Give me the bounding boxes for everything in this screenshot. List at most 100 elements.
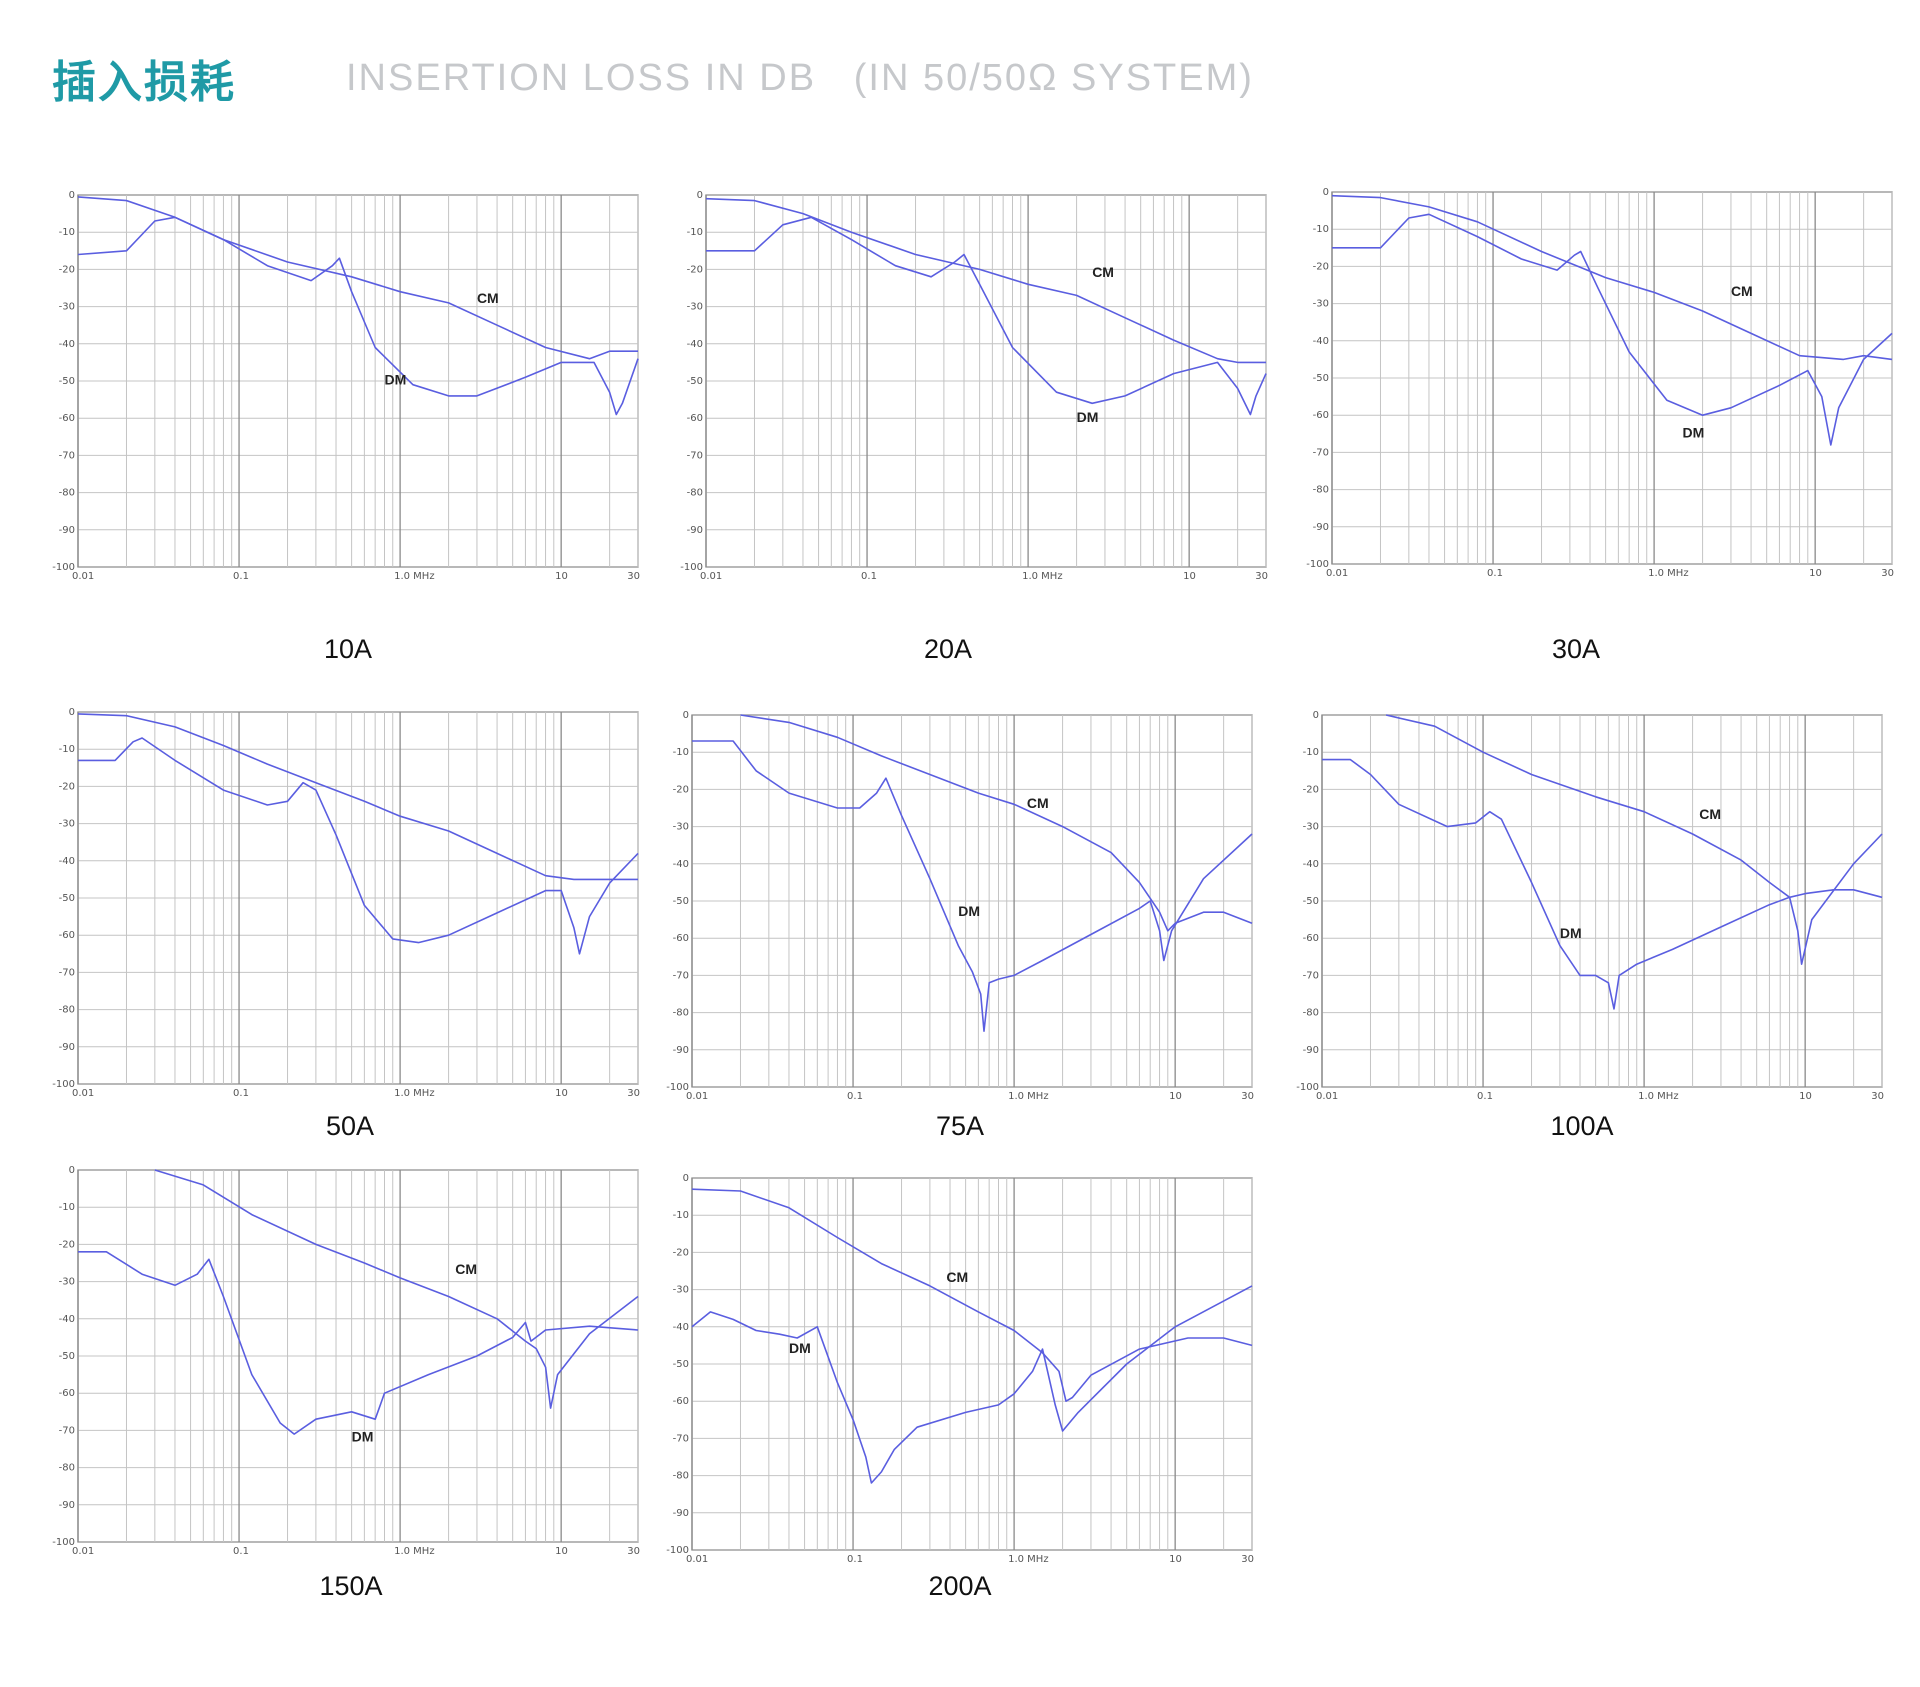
y-tick-label: -90 [1313, 522, 1329, 533]
y-tick-label: -80 [59, 1463, 75, 1474]
y-tick-label: -10 [1303, 747, 1319, 758]
y-tick-label: -90 [673, 1508, 689, 1519]
x-tick-label: 1.0 MHz [1008, 1091, 1048, 1102]
series-dm-line [78, 1251, 639, 1435]
x-tick-label: 10 [1799, 1091, 1812, 1102]
x-tick-label: 0.1 [1487, 568, 1503, 579]
x-tick-label: 0.01 [1326, 568, 1348, 579]
y-tick-label: -40 [687, 339, 703, 350]
x-tick-label: 1.0 MHz [1648, 568, 1688, 579]
series-cm-line [1331, 194, 1893, 361]
y-tick-label: -10 [59, 227, 75, 238]
y-tick-label: -50 [59, 376, 75, 387]
chart-150a: 0 -10 -20 -30 -40 -50 -60 -70 -80 -90 -100 0.01 0.1 1… [52, 1160, 652, 1557]
y-tick-label: -20 [59, 781, 75, 792]
x-tick-label: 10 [555, 1546, 568, 1557]
x-tick-label: 0.01 [686, 1554, 708, 1565]
series-dm-line [692, 740, 1253, 1032]
y-tick-label: -90 [673, 1045, 689, 1056]
y-tick-label: -70 [59, 450, 75, 461]
x-tick-label: 0.1 [847, 1091, 863, 1102]
y-tick-label: -90 [59, 1042, 75, 1053]
series-cm-label: CM [1027, 795, 1049, 811]
y-tick-label: -70 [59, 967, 75, 978]
caption-100a: 100A [1550, 1111, 1614, 1141]
y-tick-label: -60 [673, 1396, 689, 1407]
y-tick-label: -30 [59, 302, 75, 313]
y-tick-label: -100 [52, 1079, 75, 1090]
y-tick-label: -100 [52, 562, 75, 573]
y-tick-label: -40 [59, 856, 75, 867]
y-tick-label: -70 [1313, 447, 1329, 458]
y-tick-label: -60 [687, 413, 703, 424]
x-tick-label: 30 [1241, 1091, 1254, 1102]
y-tick-label: -80 [59, 1005, 75, 1016]
x-tick-label: 0.01 [72, 571, 94, 582]
chart-30a: 0 -10 -20 -30 -40 -50 -60 -70 -80 -90 -100 0.01 0.1 1… [1306, 182, 1906, 579]
x-tick-label: 1.0 MHz [394, 571, 434, 582]
y-tick-label: -30 [59, 1277, 75, 1288]
y-tick-label: -90 [687, 525, 703, 536]
chart-50a: 0 -10 -20 -30 -40 -50 -60 -70 -80 -90 -100 0.01 0.1 1… [52, 702, 652, 1099]
x-tick-label: 30 [1871, 1091, 1884, 1102]
series-cm-label: CM [946, 1269, 968, 1285]
chart-10a: 0 -10 -20 -30 -40 -50 -60 -70 -80 -90 -100 0.01 0.1 1… [52, 185, 652, 582]
x-tick-label: 0.1 [233, 1546, 249, 1557]
caption-10a: 10A [323, 634, 373, 664]
y-tick-label: -80 [673, 1471, 689, 1482]
y-tick-label: -50 [687, 376, 703, 387]
chart-20a: 0 -10 -20 -30 -40 -50 -60 -70 -80 -90 -100 0.01 0.1 1… [680, 185, 1280, 582]
y-tick-label: -20 [1303, 784, 1319, 795]
x-tick-label: 10 [1183, 571, 1196, 582]
series-cm-label: CM [1699, 806, 1721, 822]
series-dm-label: DM [789, 1340, 811, 1356]
series-dm-line [706, 216, 1267, 416]
y-tick-label: 0 [1323, 187, 1329, 198]
y-tick-label: 0 [683, 1173, 689, 1184]
y-tick-label: -100 [666, 1082, 689, 1093]
x-tick-label: 0.01 [686, 1091, 708, 1102]
series-cm-label: CM [1092, 264, 1114, 280]
series-dm-line [1332, 213, 1893, 446]
y-tick-label: -60 [59, 413, 75, 424]
title-english: INSERTION LOSS IN DB (IN 50/50Ω SYSTEM) [346, 56, 1254, 99]
caption-20a: 20A [923, 634, 973, 664]
series-dm-line [691, 1285, 1253, 1484]
y-tick-label: -50 [1313, 373, 1329, 384]
x-tick-label: 10 [1169, 1091, 1182, 1102]
y-tick-label: -10 [673, 747, 689, 758]
chart-100a: 0 -10 -20 -30 -40 -50 -60 -70 -80 -90 -100 0.01 0.1 1… [1296, 705, 1896, 1102]
caption-50a: 50A [325, 1111, 375, 1141]
y-tick-label: -40 [59, 339, 75, 350]
series-dm-label: DM [1682, 425, 1704, 441]
x-tick-label: 0.01 [72, 1088, 94, 1099]
y-tick-label: -50 [673, 896, 689, 907]
page-header: 插入损耗 INSERTION LOSS IN DB (IN 50/50Ω SYS… [52, 48, 1254, 109]
y-tick-label: -70 [1303, 970, 1319, 981]
chart-200a: 0 -10 -20 -30 -40 -50 -60 -70 -80 -90 -100 0.01 0.1 1… [666, 1168, 1266, 1565]
x-tick-label: 30 [627, 571, 640, 582]
y-tick-label: -90 [59, 525, 75, 536]
y-tick-label: -50 [1303, 896, 1319, 907]
y-tick-label: -20 [1313, 261, 1329, 272]
series-cm-label: CM [1731, 283, 1753, 299]
y-tick-label: -100 [680, 562, 703, 573]
x-tick-label: 10 [555, 571, 568, 582]
y-tick-label: -100 [52, 1537, 75, 1548]
y-tick-label: -60 [59, 1388, 75, 1399]
y-tick-label: -60 [59, 930, 75, 941]
y-tick-label: -30 [59, 819, 75, 830]
series-cm-line [1385, 714, 1883, 899]
y-tick-label: -20 [59, 264, 75, 275]
y-tick-label: -70 [673, 970, 689, 981]
series-cm-label: CM [455, 1261, 477, 1277]
y-tick-label: -80 [1303, 1008, 1319, 1019]
x-tick-label: 1.0 MHz [1008, 1554, 1048, 1565]
y-tick-label: -90 [59, 1500, 75, 1511]
caption-200a: 200A [928, 1571, 992, 1601]
